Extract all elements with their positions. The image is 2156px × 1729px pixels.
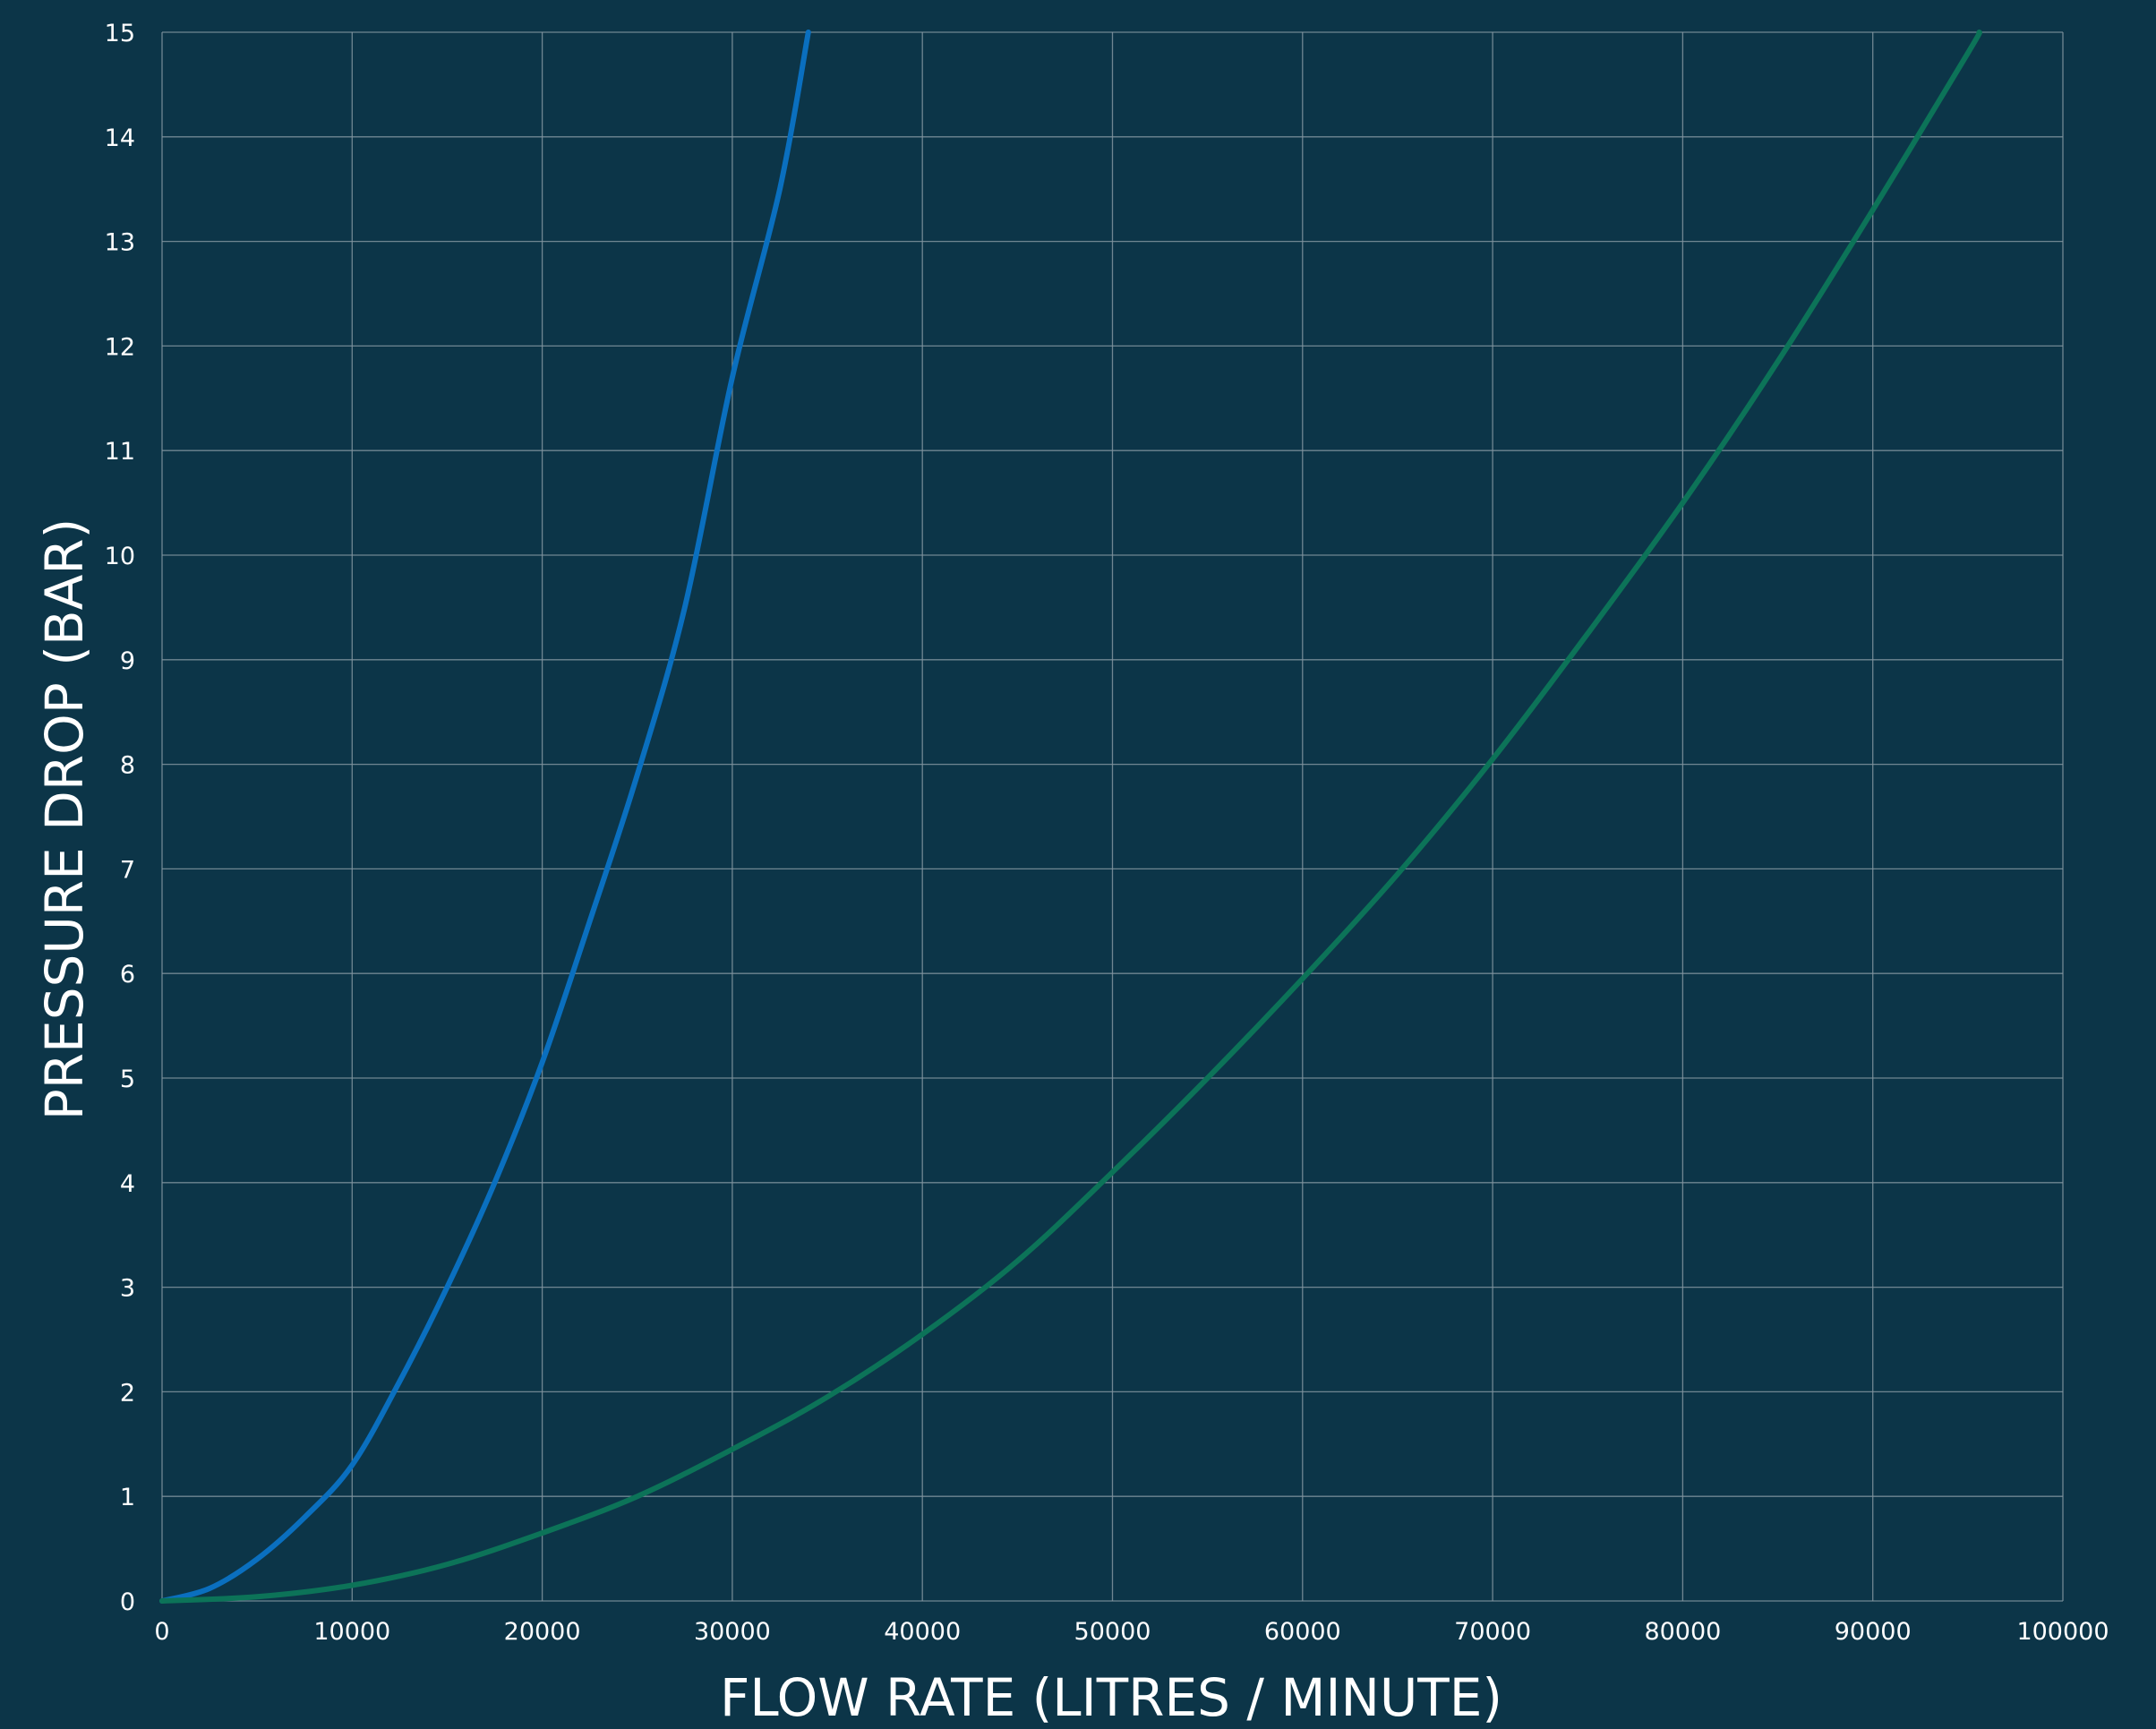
- y-tick-label: 11: [105, 438, 135, 466]
- y-tick-label: 7: [120, 856, 135, 884]
- y-tick-label: 1: [120, 1484, 135, 1511]
- y-tick-label: 9: [120, 647, 135, 675]
- x-axis-title: FLOW RATE (LITRES / MINUTE): [720, 1667, 1502, 1728]
- y-tick-label: 6: [120, 961, 135, 989]
- y-tick-label: 2: [120, 1379, 135, 1407]
- x-tick-label: 20000: [504, 1618, 581, 1646]
- x-tick-label: 10000: [313, 1618, 390, 1646]
- y-tick-label: 3: [120, 1275, 135, 1303]
- y-tick-label: 8: [120, 752, 135, 780]
- y-tick-label: 13: [105, 229, 135, 257]
- x-tick-label: 60000: [1264, 1618, 1341, 1646]
- y-tick-label: 15: [105, 20, 135, 47]
- x-tick-label: 90000: [1835, 1618, 1912, 1646]
- x-tick-label: 0: [154, 1618, 169, 1646]
- y-tick-label: 5: [120, 1066, 135, 1093]
- x-tick-label: 40000: [884, 1618, 961, 1646]
- y-tick-label: 10: [105, 543, 135, 570]
- x-tick-label: 70000: [1454, 1618, 1531, 1646]
- x-tick-label: 50000: [1074, 1618, 1151, 1646]
- x-tick-label: 30000: [694, 1618, 771, 1646]
- y-tick-label: 4: [120, 1170, 135, 1198]
- y-tick-label: 14: [105, 124, 135, 152]
- x-tick-label: 100000: [2016, 1618, 2109, 1646]
- y-tick-label: 0: [120, 1588, 135, 1616]
- x-tick-label: 80000: [1644, 1618, 1721, 1646]
- y-tick-label: 12: [105, 333, 135, 361]
- y-axis-title: PRESSURE DROP (BAR): [34, 518, 95, 1120]
